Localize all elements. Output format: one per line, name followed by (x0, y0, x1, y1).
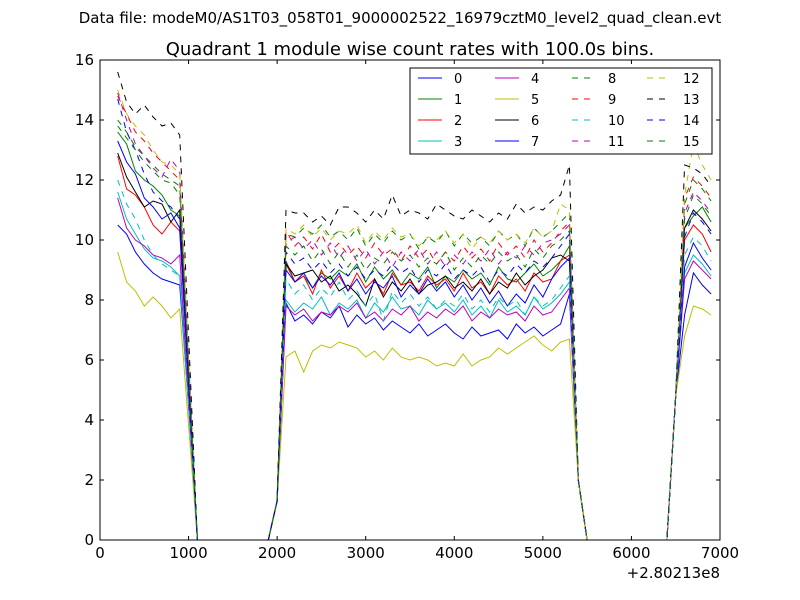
legend-label-4: 4 (531, 72, 539, 87)
y-tick-label: 6 (84, 351, 94, 369)
series-line-5 (117, 251, 712, 541)
series-line-1 (117, 131, 712, 541)
y-tick-label: 10 (75, 231, 94, 249)
series-line-10 (117, 179, 712, 541)
legend-label-14: 14 (683, 114, 700, 129)
series-line-4 (117, 197, 712, 541)
x-tick-label: 4000 (435, 544, 473, 562)
series-line-0 (117, 224, 712, 541)
axes: 0 1000 2000 3000 4000 5000 6000 700002468101214… (75, 51, 739, 562)
x-tick-label: 5000 (524, 544, 562, 562)
legend-label-10: 10 (608, 114, 625, 129)
series-line-7 (117, 140, 712, 541)
series-line-2 (117, 155, 712, 541)
legend-label-3: 3 (454, 135, 462, 150)
series-line-6 (117, 152, 712, 541)
legend-box (409, 67, 713, 155)
legend-label-9: 9 (608, 93, 616, 108)
series-line-15 (117, 125, 712, 541)
legend-label-15: 15 (683, 135, 700, 150)
y-tick-label: 14 (75, 111, 94, 129)
legend-label-5: 5 (531, 93, 539, 108)
series-line-14 (117, 98, 712, 541)
legend-label-8: 8 (608, 72, 616, 87)
x-tick-label: 7000 (701, 544, 739, 562)
legend-label-11: 11 (608, 135, 625, 150)
x-tick-label: 2000 (258, 544, 296, 562)
y-tick-label: 4 (84, 411, 94, 429)
series-line-11 (117, 92, 712, 541)
legend-label-1: 1 (454, 93, 462, 108)
legend-label-2: 2 (454, 114, 462, 129)
legend-label-13: 13 (683, 93, 700, 108)
y-tick-label: 2 (84, 471, 94, 489)
series-line-9 (117, 95, 712, 541)
x-tick-label: 1000 (169, 544, 207, 562)
y-tick-label: 8 (84, 291, 94, 309)
legend-label-6: 6 (531, 114, 539, 129)
suptitle: Data file: modeM0/AS1T03_058T01_90000025… (78, 9, 722, 27)
legend-label-12: 12 (683, 72, 700, 87)
x-tick-label: 3000 (347, 544, 385, 562)
x-tick-label: 0 (95, 544, 105, 562)
series-line-12 (117, 89, 712, 541)
x-axis-offset-label: +2.80213e8 (627, 564, 720, 582)
series-line-3 (117, 191, 712, 541)
legend-label-0: 0 (454, 72, 462, 87)
series-line-8 (117, 119, 712, 541)
y-tick-label: 12 (75, 171, 94, 189)
x-tick-label: 6000 (612, 544, 650, 562)
chart-title: Quadrant 1 module wise count rates with … (166, 39, 655, 60)
y-tick-label: 0 (84, 531, 94, 549)
legend-label-7: 7 (531, 135, 539, 150)
y-tick-label: 16 (75, 51, 94, 69)
